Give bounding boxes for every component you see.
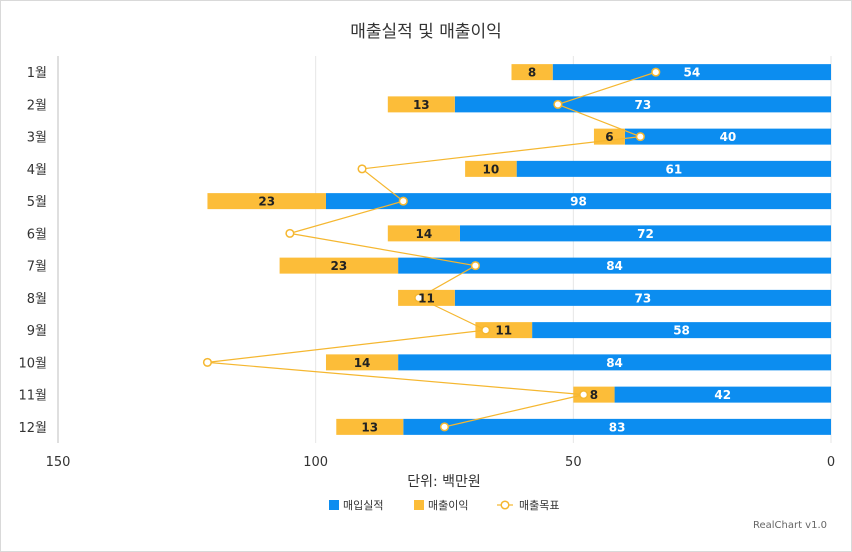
data-label-profit: 11 [418, 291, 435, 305]
data-label-purchase: 42 [714, 388, 731, 402]
target-point [357, 164, 367, 174]
target-point [470, 261, 480, 271]
data-label-purchase: 84 [606, 259, 623, 273]
bar-profit [207, 193, 326, 210]
legend-label: 매입실적 [343, 499, 383, 512]
bar-purchase [459, 225, 831, 242]
legend-swatch [414, 500, 424, 510]
y-tick-label: 7월 [27, 260, 47, 275]
legend-marker [500, 500, 510, 510]
legend-label: 매출목표 [519, 499, 559, 512]
y-tick-label: 4월 [27, 163, 47, 178]
data-label-profit: 6 [605, 130, 613, 144]
target-line-path [207, 71, 656, 428]
legend-swatch [329, 500, 339, 510]
y-tick-label: 3월 [27, 131, 47, 146]
bar-profit [336, 418, 404, 435]
credit-text: RealChart v1.0 [753, 520, 827, 531]
data-label-profit: 23 [258, 195, 275, 209]
bar-purchase [454, 96, 831, 113]
target-point [481, 325, 491, 335]
target-point [398, 196, 408, 206]
bar-profit [511, 64, 553, 81]
y-tick-label: 1월 [27, 66, 47, 81]
data-label-purchase: 40 [720, 130, 737, 144]
data-label-profit: 14 [354, 356, 371, 370]
data-label-purchase: 73 [635, 98, 652, 112]
bar-profit [475, 322, 533, 339]
data-label-profit: 8 [528, 66, 536, 80]
labels: 1월 2월 3월 4월 5월 6월 7월 8월 9월 10월 11월 12월 54 8 73 13 40 6 61 1… [18, 66, 736, 436]
chart-title: 매출실적 및 매출이익 [350, 22, 502, 42]
target-point [635, 132, 645, 142]
bar-purchase [614, 386, 831, 403]
bar-profit [279, 257, 399, 274]
target-point [439, 422, 450, 432]
bar-profit [398, 289, 455, 306]
grid: 0 50 100 150 [46, 56, 835, 470]
y-tick-label: 8월 [27, 292, 47, 307]
y-tick-label: 12월 [18, 421, 47, 436]
target-point [202, 357, 212, 367]
data-label-purchase: 61 [665, 162, 682, 176]
data-label-purchase: 98 [570, 195, 587, 209]
bar-purchase [398, 354, 831, 371]
y-tick-label: 9월 [27, 324, 47, 339]
bar-purchase [624, 128, 831, 145]
bar-purchase [403, 418, 831, 435]
x-tick-label: 0 [827, 455, 835, 470]
target-point [414, 293, 424, 303]
x-tick-label: 100 [303, 455, 328, 470]
bar-purchase [532, 322, 831, 339]
data-label-profit: 13 [413, 98, 430, 112]
target-line [202, 67, 661, 432]
x-tick-label: 150 [46, 455, 71, 470]
x-tick-label: 50 [565, 455, 582, 470]
data-label-profit: 8 [590, 388, 598, 402]
data-label-purchase: 72 [637, 227, 654, 241]
target-point [579, 390, 589, 400]
bar-purchase [552, 64, 831, 81]
target-point [553, 99, 563, 109]
data-label-purchase: 58 [673, 324, 690, 338]
y-tick-label: 10월 [18, 356, 47, 371]
bar-profit [387, 96, 455, 113]
data-label-purchase: 73 [635, 291, 652, 305]
bar-profit [387, 225, 460, 242]
bar-purchase [325, 193, 831, 210]
bar-purchase [398, 257, 831, 274]
legend-label: 매출이익 [428, 499, 468, 512]
legend: 매입실적 매출이익 매출목표 [329, 499, 559, 512]
data-label-profit: 13 [361, 420, 378, 434]
data-label-profit: 10 [483, 162, 500, 176]
target-point [651, 67, 661, 77]
data-label-purchase: 84 [606, 356, 623, 370]
data-label-purchase: 54 [684, 66, 701, 80]
y-tick-label: 5월 [27, 195, 47, 210]
bar-purchase [516, 160, 831, 177]
data-label-purchase: 83 [609, 420, 626, 434]
data-label-profit: 14 [416, 227, 433, 241]
x-axis-label: 단위: 백만원 [407, 474, 481, 490]
bars [207, 64, 831, 435]
y-tick-label: 2월 [27, 98, 47, 113]
y-tick-label: 6월 [27, 227, 47, 242]
y-tick-label: 11월 [18, 389, 47, 404]
data-label-profit: 11 [495, 324, 512, 338]
bar-profit [325, 354, 399, 371]
data-label-profit: 23 [331, 259, 348, 273]
bar-profit [465, 160, 517, 177]
bar-purchase [454, 289, 831, 306]
target-point [285, 228, 295, 238]
